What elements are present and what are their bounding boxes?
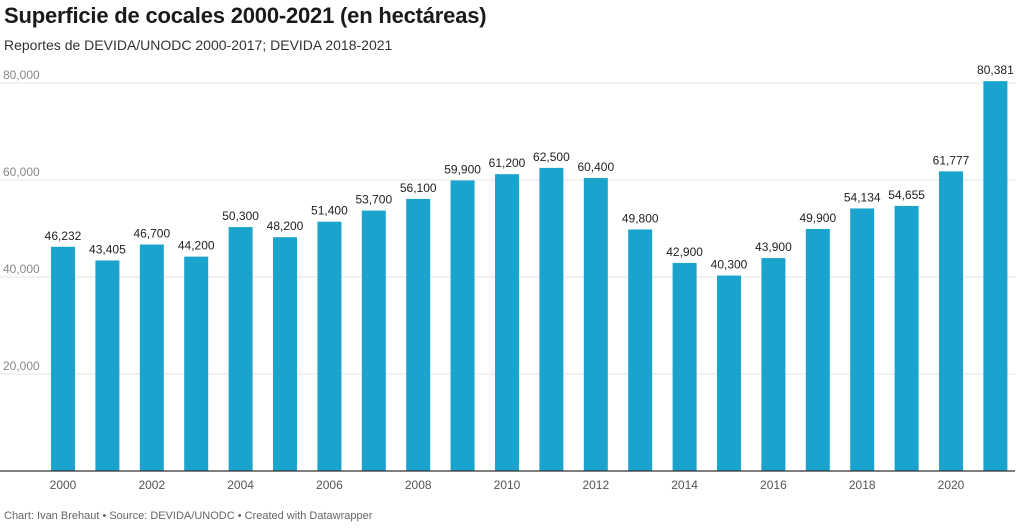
chart-footer: Chart: Ivan Brehaut • Source: DEVIDA/UNO… [4, 510, 373, 522]
y-tick-label: 20,000 [3, 359, 40, 373]
data-label: 42,900 [666, 245, 703, 259]
data-label: 80,381 [977, 63, 1014, 77]
bar [51, 246, 75, 471]
data-label: 43,405 [89, 242, 126, 256]
x-tick-label: 2020 [938, 478, 965, 492]
bar [361, 210, 386, 471]
data-label: 54,655 [888, 188, 925, 202]
bar [894, 205, 919, 471]
bar [184, 256, 209, 471]
bar [139, 244, 164, 471]
x-tick-label: 2010 [494, 478, 521, 492]
data-label: 46,700 [133, 227, 170, 241]
bar [583, 178, 608, 471]
x-tick-label: 2016 [760, 478, 787, 492]
bar [495, 174, 519, 471]
data-label: 51,400 [311, 204, 348, 218]
bar [672, 262, 697, 471]
x-tick-label: 2000 [50, 478, 77, 492]
data-label: 56,100 [400, 181, 437, 195]
bar-chart: 20,000 40,000 60,000 80,000 46,232 43,405 46,… [0, 63, 1015, 492]
bar [406, 198, 431, 472]
bar [805, 228, 830, 471]
x-tick-label: 2006 [316, 478, 343, 492]
chart-subtitle: Reportes de DEVIDA/UNODC 2000-2017; DEVI… [4, 37, 393, 53]
bar [95, 260, 120, 471]
x-tick-label: 2008 [405, 478, 432, 492]
data-label: 53,700 [355, 193, 392, 207]
data-label: 61,200 [489, 156, 526, 170]
bar [983, 81, 1008, 471]
data-label: 62,500 [533, 150, 570, 164]
bar [939, 171, 963, 471]
y-tick-label: 60,000 [3, 165, 40, 179]
data-label: 49,800 [622, 211, 659, 225]
bar [850, 208, 875, 471]
data-label: 40,300 [711, 258, 748, 272]
data-label: 61,777 [933, 153, 970, 167]
y-tick-label: 40,000 [3, 262, 40, 276]
x-tick-label: 2012 [582, 478, 609, 492]
x-tick-label: 2004 [227, 478, 254, 492]
bar [273, 237, 297, 471]
data-label: 59,900 [444, 162, 481, 176]
bar [228, 227, 253, 471]
x-tick-label: 2014 [671, 478, 698, 492]
data-label: 49,900 [799, 211, 836, 225]
bar [628, 229, 653, 471]
bar [539, 167, 564, 471]
x-tick-label: 2018 [849, 478, 876, 492]
bar [761, 258, 786, 471]
y-tick-label: 80,000 [3, 68, 40, 82]
data-label: 43,900 [755, 240, 792, 254]
data-label: 48,200 [267, 219, 304, 233]
chart-title: Superficie de cocales 2000-2021 (en hect… [4, 3, 487, 28]
bar [317, 221, 342, 471]
data-label: 46,232 [45, 229, 82, 243]
x-tick-label: 2002 [138, 478, 165, 492]
bar [717, 275, 741, 471]
bar [450, 180, 475, 472]
data-label: 54,134 [844, 190, 881, 204]
data-label: 60,400 [577, 160, 614, 174]
data-label: 44,200 [178, 239, 215, 253]
data-label: 50,300 [222, 209, 259, 223]
